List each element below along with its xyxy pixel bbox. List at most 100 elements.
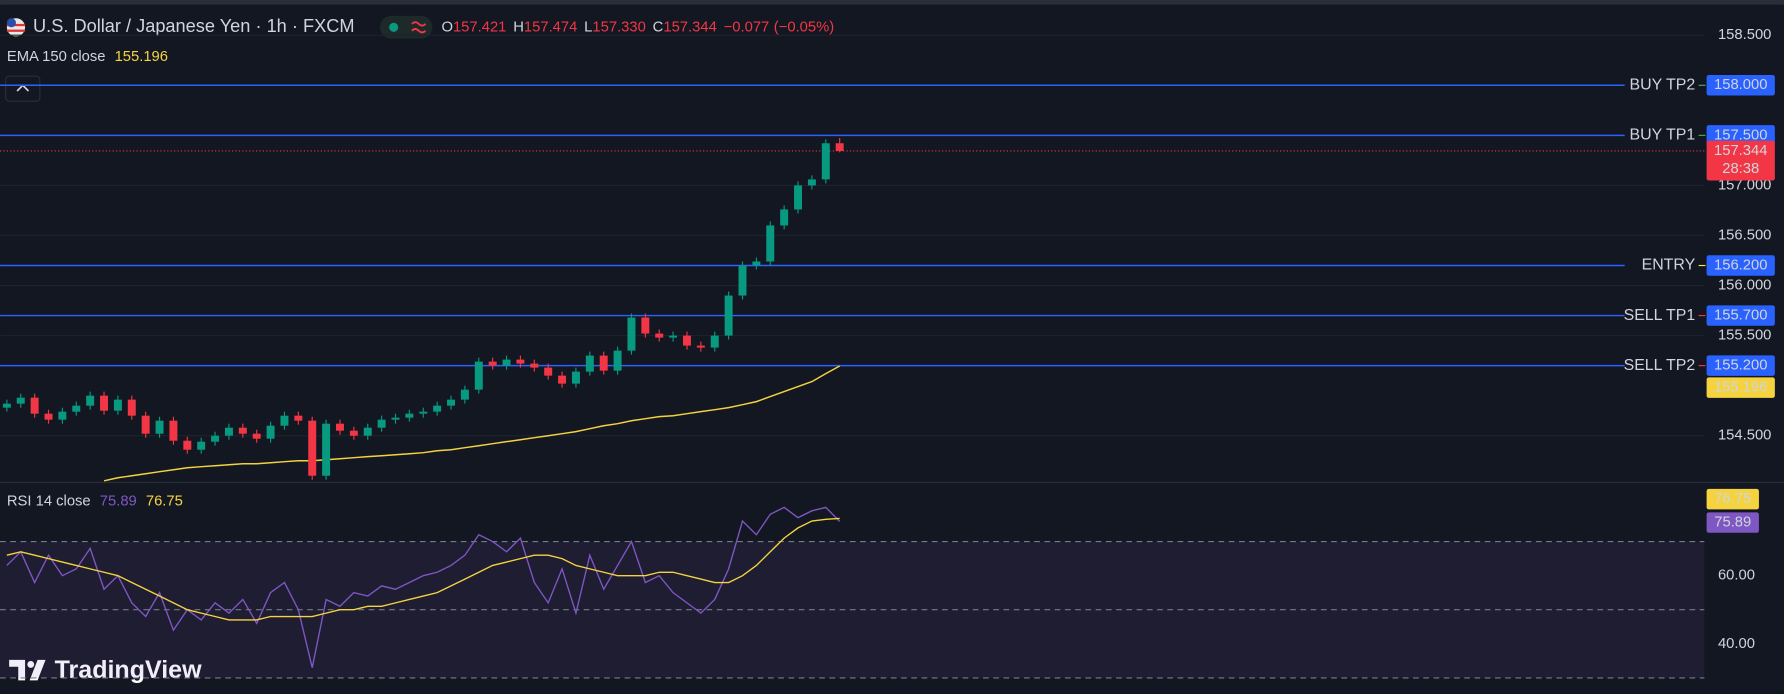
level-tag-label: 158.000	[1714, 77, 1767, 93]
candle-body	[488, 361, 497, 366]
candle-body	[558, 375, 567, 384]
level-tag-label: 157.500	[1714, 127, 1767, 143]
top-bar	[0, 0, 1784, 5]
ema-line	[103, 365, 841, 482]
y-tick-label: 158.500	[1718, 27, 1771, 43]
indicator-legend: EMA 150 close 155.196	[7, 49, 168, 65]
rsi-title: RSI 14 close	[7, 494, 91, 510]
ema-tag	[1706, 377, 1775, 398]
candle-body	[266, 425, 275, 439]
candle-body	[502, 359, 511, 366]
rsi-line	[6, 517, 840, 621]
candle-body	[641, 317, 650, 334]
candle-body	[155, 420, 164, 434]
indicator-value: 155.196	[115, 49, 168, 65]
level-tag	[1706, 305, 1775, 326]
candle-body	[100, 395, 109, 411]
candle-body	[460, 389, 469, 400]
candle-body	[669, 335, 678, 338]
candle-body	[113, 399, 122, 411]
candle-body	[710, 335, 719, 348]
candle-body	[336, 423, 344, 431]
level-tag	[1706, 255, 1775, 276]
level-tag	[1706, 75, 1775, 96]
ohlc-value: 157.421	[453, 19, 506, 35]
rsi-tag-label: 76.75	[1714, 491, 1751, 507]
y-tick-label: 157.000	[1718, 177, 1771, 193]
rsi-legend-value: 76.75	[146, 494, 183, 510]
last-price-tag	[1706, 140, 1775, 181]
candle-body	[613, 350, 622, 371]
candle-body	[474, 361, 483, 390]
candle-body	[807, 179, 816, 186]
candle-body	[433, 405, 442, 412]
candle-body	[30, 397, 39, 414]
candle-body	[516, 359, 525, 364]
y-tick-label: 40.00	[1718, 636, 1755, 652]
candle-body	[127, 399, 136, 416]
candle-body	[322, 423, 331, 476]
candle-body	[835, 143, 844, 151]
rsi-tag	[1706, 488, 1759, 510]
candle-body	[72, 405, 81, 412]
rsi-line	[6, 506, 841, 668]
y-tick-label: 156.000	[1718, 277, 1771, 293]
ohlc-letter: H	[513, 19, 524, 35]
candle-body	[655, 333, 664, 338]
candle-body	[405, 413, 414, 418]
candle-body	[447, 399, 456, 406]
candle-body	[58, 411, 67, 420]
candle-body	[683, 335, 691, 346]
candle-body	[766, 225, 775, 262]
candle-body	[211, 435, 220, 442]
ohlc-letter: L	[584, 19, 592, 35]
candle-body	[544, 367, 553, 376]
candle-body	[696, 345, 705, 348]
candle-body	[599, 355, 608, 371]
rsi-tag	[1706, 512, 1759, 533]
level-name: BUY TP1	[1629, 127, 1695, 144]
candle-body	[724, 295, 733, 336]
candle-body	[377, 419, 386, 428]
ohlc-value: 157.474	[524, 19, 577, 35]
candle-body	[627, 317, 636, 351]
candle-body	[44, 413, 53, 420]
indicator-name: EMA 150 close	[7, 49, 106, 65]
collapse-button[interactable]	[5, 75, 41, 102]
candle-body	[2, 403, 11, 408]
candle-body	[238, 427, 247, 434]
level-tag	[1706, 125, 1775, 146]
candle-body	[363, 427, 372, 436]
ohlc-letter: C	[653, 19, 664, 35]
candle-body	[294, 415, 303, 421]
level-name: BUY TP2	[1629, 77, 1695, 94]
candle-body	[794, 185, 803, 210]
countdown: 28:38	[1722, 161, 1759, 177]
change-value: −0.077	[724, 19, 770, 35]
candle-body	[571, 371, 580, 384]
candle-body	[16, 397, 25, 404]
level-name: SELL TP2	[1624, 357, 1696, 374]
candle-body	[183, 440, 192, 450]
level-tag-label: 155.200	[1714, 358, 1767, 374]
level-tag-label: 156.200	[1714, 257, 1767, 273]
ema-tag-label: 155.196	[1714, 380, 1767, 396]
ohlc-letter: O	[441, 19, 453, 35]
candle-body	[391, 417, 400, 420]
candle-body	[169, 420, 178, 441]
y-tick-label: 156.500	[1718, 227, 1771, 243]
candle-body	[308, 420, 317, 476]
watermark-text: TradingView	[55, 656, 202, 684]
level-name: ENTRY	[1642, 257, 1696, 274]
candle-body	[252, 433, 261, 439]
market-status[interactable]	[380, 15, 433, 39]
candle-body	[585, 355, 594, 372]
y-tick-label: 60.00	[1718, 568, 1755, 584]
symbol-title: U.S. Dollar / Japanese Yen · 1h · FXCM	[33, 16, 354, 36]
ohlc-legend: O157.421 H157.474 L157.330 C157.344 −0.077 (−…	[441, 19, 834, 35]
candle-body	[738, 265, 747, 296]
ohlc-value: 157.330	[592, 19, 645, 35]
candle-body	[821, 143, 830, 180]
